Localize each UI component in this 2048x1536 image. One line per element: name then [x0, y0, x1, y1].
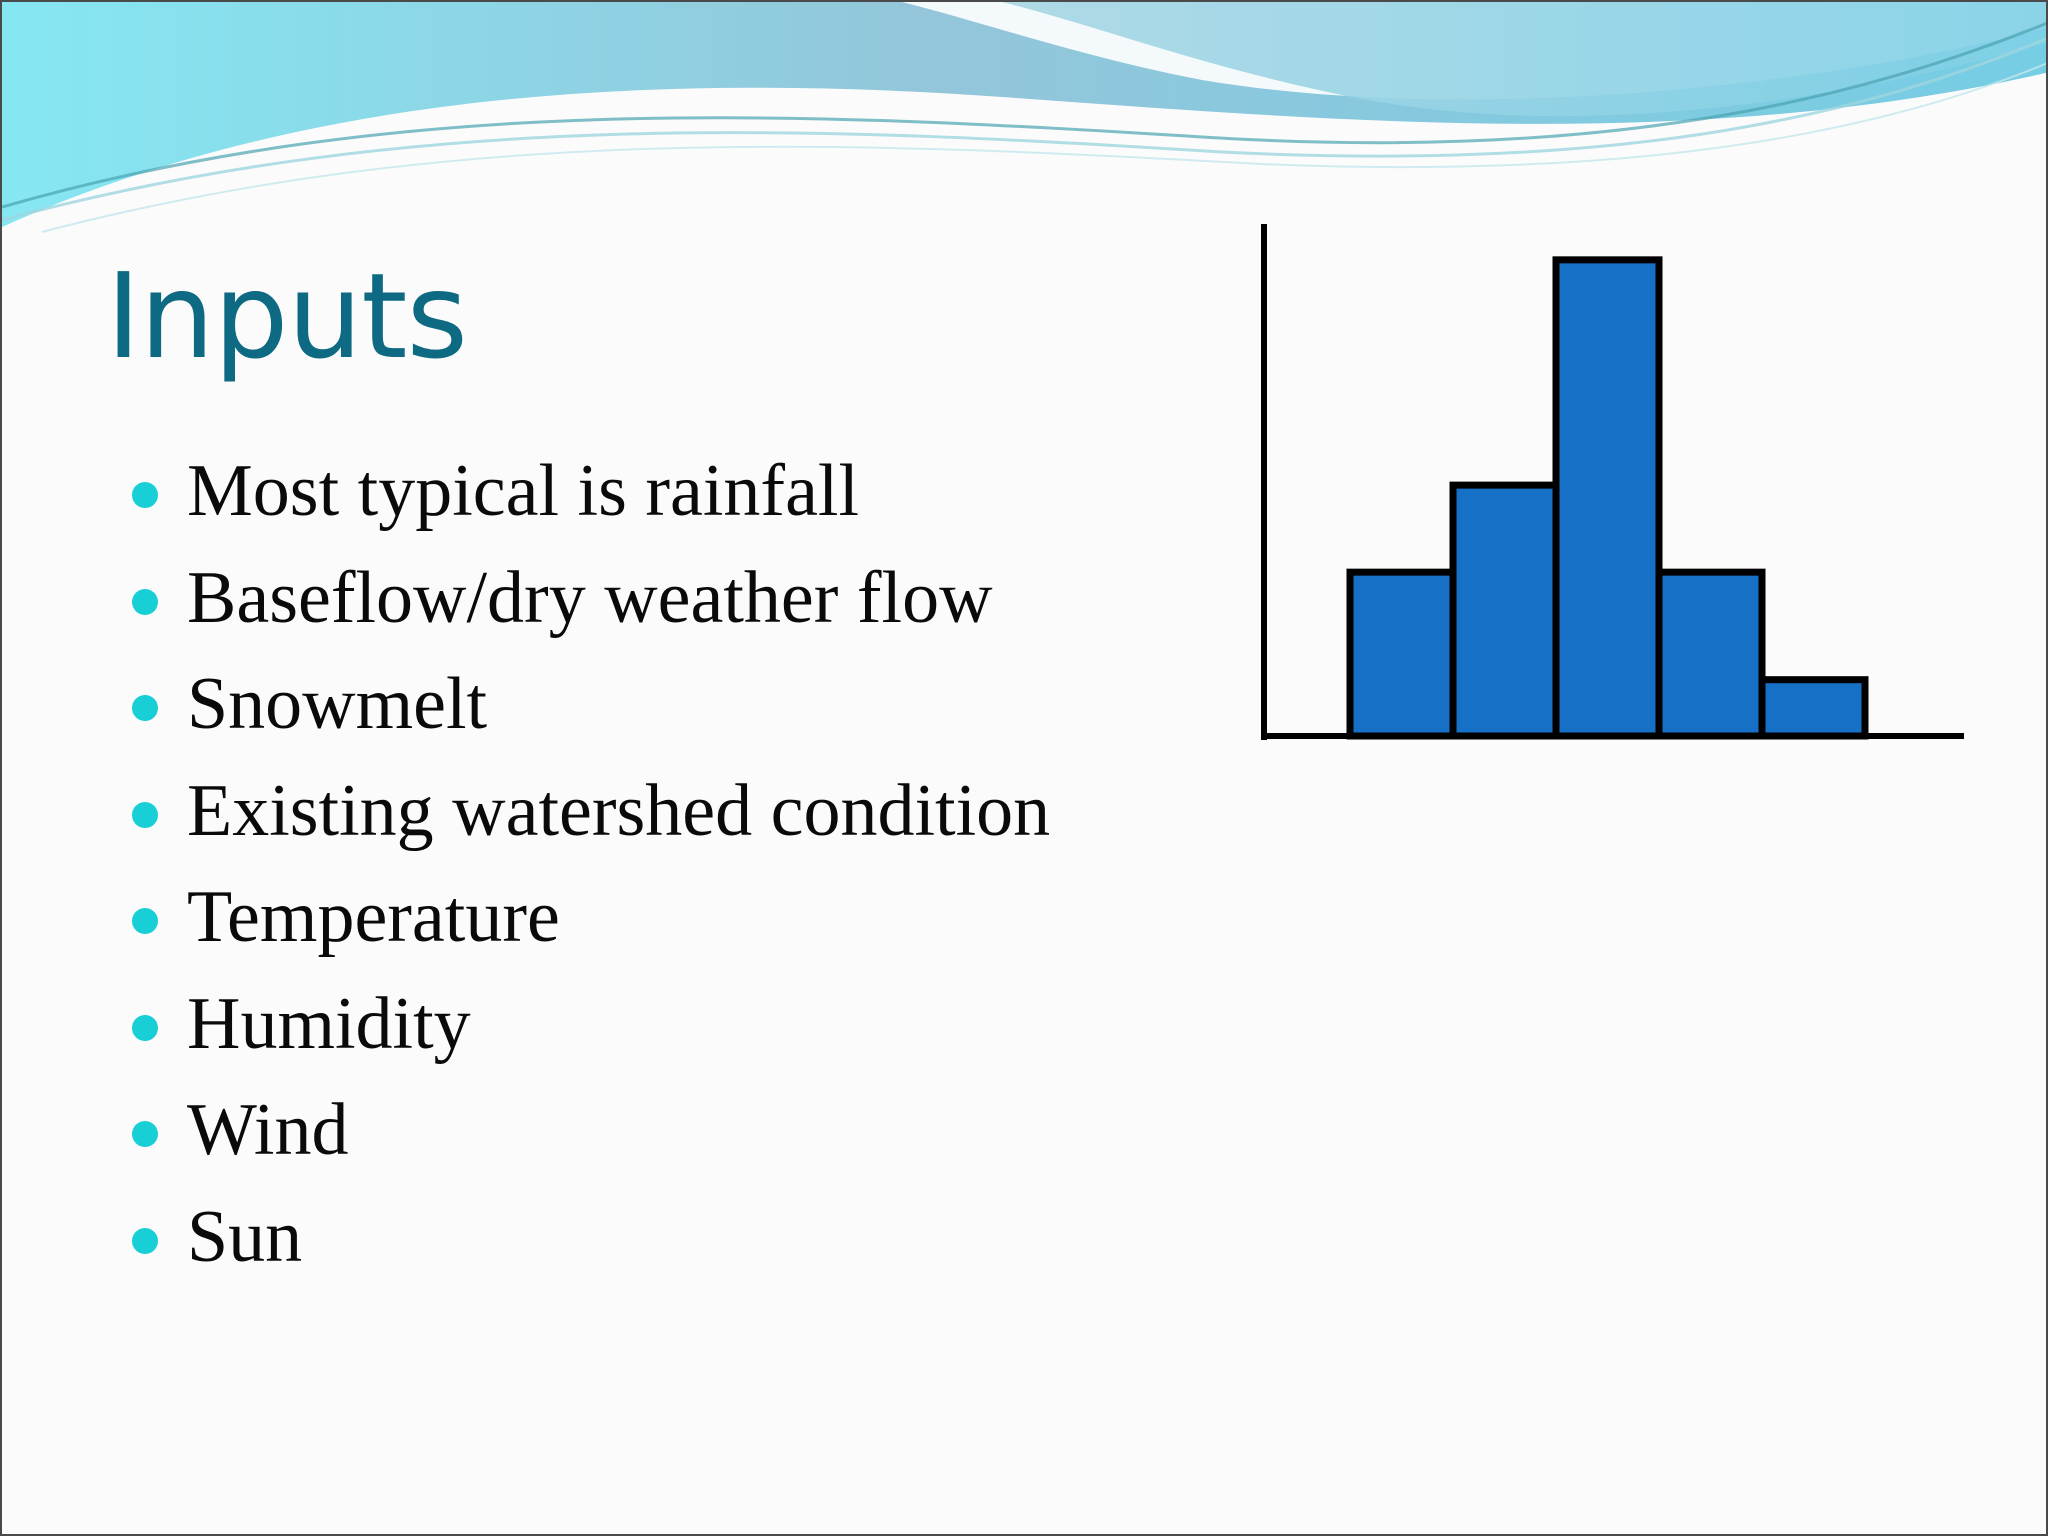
bullet-dot-icon [132, 1121, 158, 1147]
histogram-bar [1552, 256, 1663, 740]
histogram-bar [1758, 676, 1869, 740]
bullet-text: Temperature [187, 876, 560, 958]
bullet-text: Existing watershed condition [187, 769, 1051, 852]
bullet-text: Snowmelt [187, 663, 488, 745]
bullet-text: Baseflow/dry weather flow [187, 556, 993, 639]
bullet-dot-icon [132, 1227, 158, 1254]
histogram-bar [1346, 568, 1457, 740]
header-wave-decoration [2, 2, 2046, 233]
histogram-bar [1655, 568, 1766, 740]
bullet-text: Humidity [187, 982, 471, 1065]
bullet-dot-icon [132, 695, 158, 721]
bullet-dot-icon [132, 588, 158, 615]
bullet-text: Most typical is rainfall [187, 450, 860, 532]
bullet-dot-icon [132, 482, 158, 508]
slide-title: Inputs [106, 247, 468, 385]
bullet-dot-icon [132, 801, 158, 828]
histogram-bar [1449, 481, 1560, 740]
histogram-chart [1261, 224, 1964, 740]
bullet-text: Wind [187, 1089, 349, 1171]
bullet-dot-icon [132, 908, 158, 934]
bullet-dot-icon [132, 1014, 158, 1041]
bullet-text: Sun [187, 1195, 303, 1278]
